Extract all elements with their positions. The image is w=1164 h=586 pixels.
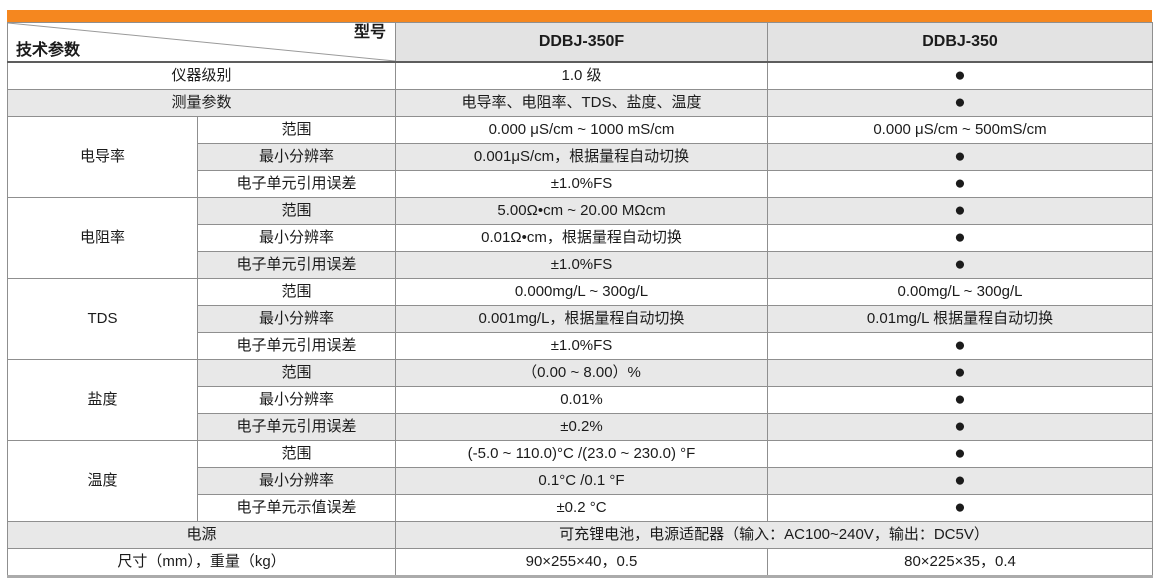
sub-label: 最小分辨率: [197, 224, 396, 252]
value-ddbj-350f: 0.01Ω•cm，根据量程自动切换: [395, 224, 768, 252]
sub-label: 范围: [197, 278, 396, 306]
value-ddbj-350: 0.000 μS/cm ~ 500mS/cm: [767, 116, 1153, 144]
value-ddbj-350: 0.01mg/L 根据量程自动切换: [767, 305, 1153, 333]
value-ddbj-350: ●: [767, 467, 1153, 495]
row-tds-resolution: 最小分辨率 0.001mg/L，根据量程自动切换 0.01mg/L 根据量程自动…: [8, 305, 1153, 333]
row-salinity-range: 盐度 范围 （0.00 ~ 8.00）% ●: [7, 359, 1153, 441]
sub-label: 最小分辨率: [197, 467, 396, 495]
value-ddbj-350: ●: [767, 170, 1153, 198]
sub-label: 范围: [197, 440, 396, 468]
value-ddbj-350: ●: [767, 61, 1153, 90]
sub-label: 电子单元示值误差: [197, 494, 396, 522]
value-ddbj-350: ●: [767, 89, 1153, 117]
value-ddbj-350: ●: [767, 413, 1153, 441]
group-label-resistivity: 电阻率: [7, 197, 198, 279]
sub-label: 最小分辨率: [197, 143, 396, 171]
power-value: 可充锂电池，电源适配器（输入：AC100~240V，输出：DC5V）: [395, 521, 1153, 549]
value-ddbj-350: ●: [767, 386, 1153, 414]
value-ddbj-350f: (-5.0 ~ 110.0)°C /(23.0 ~ 230.0) °F: [395, 440, 768, 468]
value-ddbj-350: ●: [767, 197, 1153, 225]
row-resistivity-range: 电阻率 范围 5.00Ω•cm ~ 20.00 MΩcm ●: [7, 197, 1153, 279]
value-ddbj-350: ●: [767, 332, 1153, 360]
value-ddbj-350f: 电导率、电阻率、TDS、盐度、温度: [395, 89, 768, 117]
value-ddbj-350: ●: [767, 251, 1153, 279]
corner-header-cell: 型号 技术参数: [7, 22, 396, 63]
value-ddbj-350f: ±1.0%FS: [395, 332, 768, 360]
group-label-temperature: 温度: [7, 440, 198, 522]
value-ddbj-350: ●: [767, 494, 1153, 522]
row-label: 仪器级别: [7, 61, 396, 90]
sub-label: 最小分辨率: [197, 386, 396, 414]
value-ddbj-350: 0.00mg/L ~ 300g/L: [767, 278, 1153, 306]
column-header-ddbj-350: DDBJ-350: [767, 22, 1153, 63]
sub-label: 范围: [197, 359, 396, 387]
value-ddbj-350f: 0.000mg/L ~ 300g/L: [395, 278, 768, 306]
value-ddbj-350f: 0.001μS/cm，根据量程自动切换: [395, 143, 768, 171]
value-ddbj-350: ●: [767, 143, 1153, 171]
sub-label: 最小分辨率: [197, 305, 396, 333]
value-ddbj-350f: 0.001mg/L，根据量程自动切换: [395, 305, 768, 333]
sub-label: 电子单元引用误差: [197, 251, 396, 279]
group-label-tds: TDS: [7, 278, 198, 360]
value-ddbj-350f: ±1.0%FS: [395, 170, 768, 198]
sub-label: 范围: [197, 116, 396, 144]
row-label: 电源: [7, 521, 396, 549]
value-ddbj-350f: 90×255×40，0.5: [395, 548, 768, 577]
row-conductivity-range: 电导率 范围 0.000 μS/cm ~ 1000 mS/cm 0.000 μS…: [7, 116, 1153, 198]
corner-label-tech-params: 技术参数: [16, 42, 81, 59]
row-label: 尺寸（mm），重量（kg）: [7, 548, 396, 577]
value-ddbj-350f: ±1.0%FS: [395, 251, 768, 279]
row-measure-params: 测量参数 电导率、电阻率、TDS、盐度、温度 ●: [7, 89, 1153, 117]
value-ddbj-350: ●: [767, 224, 1153, 252]
row-resistivity-resolution: 最小分辨率 0.01Ω•cm，根据量程自动切换 ●: [8, 224, 1153, 252]
row-size-weight: 尺寸（mm），重量（kg） 90×255×40，0.5 80×225×35，0.…: [7, 548, 1153, 577]
row-power: 电源 可充锂电池，电源适配器（输入：AC100~240V，输出：DC5V）: [7, 521, 1153, 549]
header-row: 型号 技术参数 DDBJ-350F DDBJ-350: [7, 22, 1153, 63]
sub-label: 电子单元引用误差: [197, 170, 396, 198]
row-temperature-error: 电子单元示值误差 ±0.2 °C ●: [8, 494, 1153, 522]
column-header-ddbj-350f: DDBJ-350F: [395, 22, 768, 63]
row-temperature-range: 温度 范围 (-5.0 ~ 110.0)°C /(23.0 ~ 230.0) °…: [7, 440, 1153, 522]
value-ddbj-350: 80×225×35，0.4: [767, 548, 1153, 577]
value-ddbj-350f: 0.000 μS/cm ~ 1000 mS/cm: [395, 116, 768, 144]
spec-table: 型号 技术参数 DDBJ-350F DDBJ-350 仪器级别 1.0 级 ● …: [7, 22, 1153, 578]
value-ddbj-350f: ±0.2 °C: [395, 494, 768, 522]
row-instrument-class: 仪器级别 1.0 级 ●: [7, 61, 1153, 90]
sub-label: 电子单元引用误差: [197, 413, 396, 441]
corner-label-model: 型号: [353, 24, 386, 41]
value-ddbj-350f: 5.00Ω•cm ~ 20.00 MΩcm: [395, 197, 768, 225]
sub-label: 电子单元引用误差: [197, 332, 396, 360]
group-label-salinity: 盐度: [7, 359, 198, 441]
value-ddbj-350: ●: [767, 440, 1153, 468]
row-resistivity-error: 电子单元引用误差 ±1.0%FS ●: [8, 251, 1153, 279]
sub-label: 范围: [197, 197, 396, 225]
value-ddbj-350f: ±0.2%: [395, 413, 768, 441]
value-ddbj-350: ●: [767, 359, 1153, 387]
value-ddbj-350f: （0.00 ~ 8.00）%: [395, 359, 768, 387]
group-label-conductivity: 电导率: [7, 116, 198, 198]
value-ddbj-350f: 0.01%: [395, 386, 768, 414]
value-ddbj-350f: 1.0 级: [395, 61, 768, 90]
row-conductivity-error: 电子单元引用误差 ±1.0%FS ●: [8, 170, 1153, 198]
row-salinity-error: 电子单元引用误差 ±0.2% ●: [8, 413, 1153, 441]
value-ddbj-350f: 0.1°C /0.1 °F: [395, 467, 768, 495]
diagonal-divider: [8, 23, 395, 61]
row-tds-range: TDS 范围 0.000mg/L ~ 300g/L 0.00mg/L ~ 300…: [7, 278, 1153, 360]
accent-bar: [7, 10, 1152, 22]
row-label: 测量参数: [7, 89, 396, 117]
